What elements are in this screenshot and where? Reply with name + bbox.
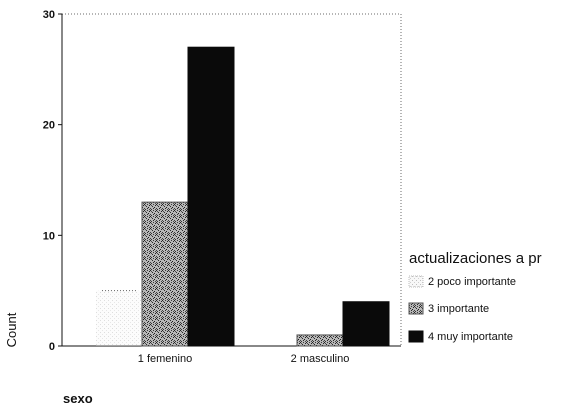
- x-category-label: 1 femenino: [138, 353, 192, 365]
- bar-2-cat-2: [296, 334, 344, 347]
- x-category-label: 2 masculino: [291, 353, 350, 365]
- legend-swatch-poco-importante: [408, 275, 424, 288]
- legend-swatch-importante: [408, 302, 424, 315]
- x-axis-title: sexo: [63, 391, 93, 405]
- legend-label: 4 muy importante: [428, 331, 513, 343]
- legend-label: 3 importante: [428, 303, 489, 315]
- y-tick-label: 30: [43, 9, 55, 21]
- bar-3-cat-1: [187, 46, 235, 347]
- bar-2-cat-1: [141, 201, 189, 347]
- bar-1-cat-1: [96, 290, 142, 346]
- y-tick-label: 20: [43, 120, 55, 132]
- y-tick-label: 10: [43, 230, 55, 242]
- legend-title: actualizaciones a pr: [409, 250, 542, 267]
- legend-swatch-muy-importante: [408, 330, 424, 343]
- legend-label: 2 poco importante: [428, 276, 516, 288]
- y-tick-label: 0: [49, 341, 55, 353]
- bar-3-cat-2: [342, 301, 390, 347]
- y-axis-title: Count: [4, 312, 19, 347]
